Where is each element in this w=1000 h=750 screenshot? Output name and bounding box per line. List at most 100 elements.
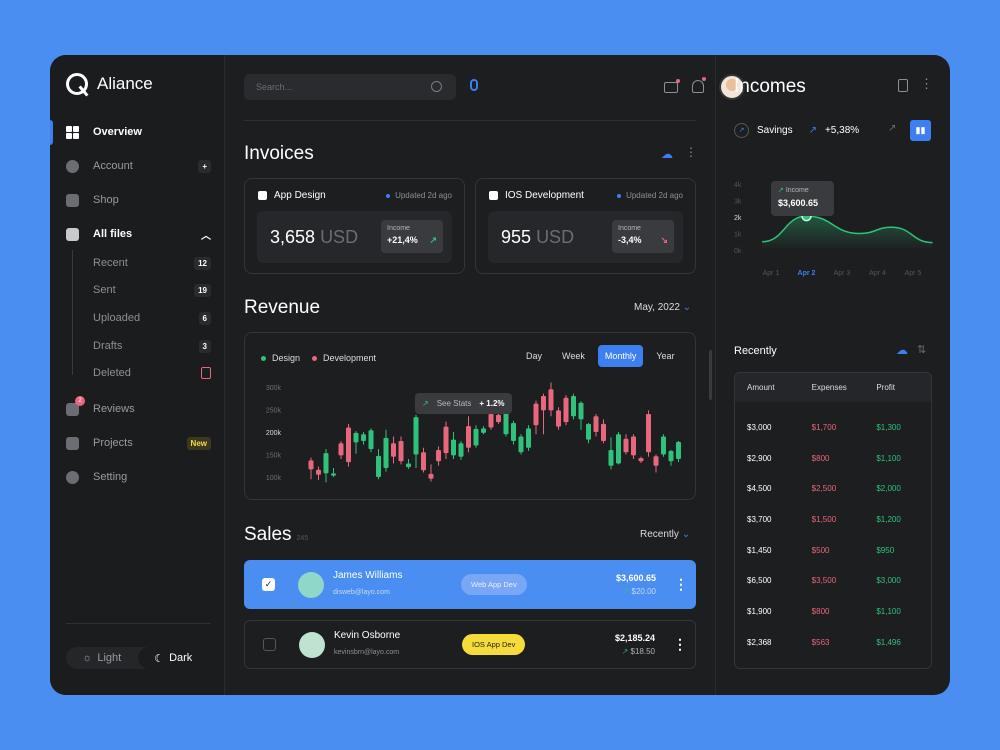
candle-body [473, 428, 479, 446]
cloud-upload-icon[interactable]: ☁ [896, 343, 908, 357]
sidebar-item-account[interactable]: Account + [66, 156, 211, 176]
x-tick-label: Apr 4 [869, 270, 886, 277]
income-area-chart: 4k 3k 2k 1k 0k Apr 1 Apr 2 Apr 3 Apr 4 Apr 5 [734, 182, 933, 277]
candle-body [638, 458, 644, 462]
bookmark-icon[interactable] [898, 79, 908, 92]
table-cell: $800 [811, 606, 830, 616]
candle-body [578, 402, 584, 420]
column-header[interactable]: Expenses [811, 383, 847, 392]
candle-body [646, 414, 651, 453]
sales-row[interactable]: Kevin Osborne kevinsbrn@layo.com IOS App … [244, 620, 696, 669]
table-row: $1,450 $500 $950 [735, 535, 931, 566]
more-icon[interactable]: ⋮ [674, 576, 688, 592]
column-header[interactable]: Profit [876, 383, 896, 392]
more-icon[interactable]: ⋮ [685, 145, 697, 159]
sidebar-item-projects[interactable]: Projects New [66, 433, 211, 453]
folder-icon [66, 227, 79, 241]
theme-toggle[interactable]: ☼ Light ☾ Dark [66, 647, 209, 669]
dark-mode-button[interactable]: ☾ Dark [137, 647, 209, 669]
user-avatar[interactable] [719, 74, 745, 100]
invoice-title: IOS Development [505, 190, 584, 201]
sort-select[interactable]: Recently ⌄ [640, 529, 690, 540]
revenue-title: Revenue [244, 297, 321, 318]
invoice-amount: 3,658 USD [270, 227, 358, 248]
logo-icon [66, 73, 88, 95]
tab-day[interactable]: Day [526, 351, 543, 361]
value: -3,4% [618, 235, 642, 245]
divider [66, 623, 211, 624]
sidebar-item-shop[interactable]: Shop [66, 190, 211, 210]
column-header[interactable]: Amount [747, 383, 775, 392]
chevron-up-icon[interactable]: ︿ [201, 230, 211, 242]
row-checkbox[interactable]: ✓ [262, 578, 275, 591]
candle-body [361, 434, 366, 441]
row-checkbox[interactable] [263, 638, 276, 651]
label: Projects [93, 437, 133, 449]
sidebar-item-all-files[interactable]: All files ︿ [66, 224, 211, 244]
sidebar-item-deleted[interactable]: Deleted [93, 364, 211, 382]
table-cell: $1,450 [747, 545, 772, 555]
candle-body [571, 396, 576, 417]
mail-icon[interactable] [664, 79, 680, 93]
trend-down-icon: ↘ [660, 235, 668, 245]
sidebar-item-drafts[interactable]: Drafts 3 [93, 337, 211, 355]
label: Sent [93, 284, 116, 296]
candle-body [346, 427, 351, 463]
incomes-panel: Incomes ⋮ ↗ Savings ↗ +5,38% ↗ ▮▮ 4k 3k 2k… [715, 55, 950, 695]
scrollbar[interactable] [709, 350, 712, 400]
more-icon[interactable]: ⋮ [673, 636, 687, 652]
trend-up-icon: ↗ [622, 587, 630, 596]
savings-row: ↗ Savings ↗ +5,38% [734, 123, 859, 138]
more-icon[interactable]: ⋮ [920, 76, 933, 91]
invoice-card[interactable]: App Design Updated 2d ago 3,658 USD Inco… [244, 178, 465, 274]
sales-row[interactable]: ✓ James Williams disweb@layo.com Web App … [244, 560, 696, 609]
sidebar-item-recent[interactable]: Recent 12 [93, 254, 211, 272]
sidebar-item-reviews[interactable]: 2 Reviews [66, 395, 211, 419]
sidebar-item-setting[interactable]: Setting [66, 467, 211, 487]
sidebar-item-sent[interactable]: Sent 19 [93, 281, 211, 299]
design-icon [258, 191, 267, 200]
updated-status: Updated 2d ago [386, 191, 452, 200]
light-mode-button[interactable]: ☼ Light [66, 647, 138, 669]
bell-icon[interactable] [692, 77, 706, 93]
tooltip-value: $3,600.65 [778, 198, 819, 208]
x-tick-label: Apr 3 [834, 270, 851, 277]
area-fill [762, 216, 933, 250]
user-add-icon [66, 159, 79, 173]
search-input[interactable]: Search... [244, 74, 456, 100]
legend-label: Design [272, 353, 301, 363]
tab-week[interactable]: Week [562, 351, 585, 361]
table-row: $2,368 $563 $1,496 [735, 627, 931, 658]
invoice-card[interactable]: IOS Development Updated 2d ago 955 USD I… [475, 178, 696, 274]
trash-file-icon [201, 367, 211, 379]
count-badge: 12 [194, 256, 211, 270]
bar-chart-toggle-icon[interactable]: ▮▮ [910, 120, 931, 141]
customer-email: disweb@layo.com [333, 589, 390, 596]
sidebar-item-uploaded[interactable]: Uploaded 6 [93, 309, 211, 327]
document-icon: 2 [66, 395, 85, 416]
customer-name: James Williams [333, 570, 403, 581]
add-account-badge[interactable]: + [198, 159, 211, 173]
table-cell: $800 [811, 453, 830, 463]
sort-icon[interactable]: ⇅ [917, 344, 927, 356]
label: Recent [93, 257, 128, 269]
label: Deleted [93, 367, 131, 379]
sidebar-item-overview[interactable]: Overview [66, 122, 211, 142]
tab-year[interactable]: Year [656, 351, 675, 361]
table-cell: $1,200 [876, 514, 901, 524]
period-select[interactable]: May, 2022 ⌄ [634, 302, 691, 313]
logo[interactable]: Aliance [66, 73, 153, 95]
app-window: Aliance Overview Account + Shop All files… [50, 55, 950, 695]
line-chart-toggle-icon[interactable]: ↗ [888, 123, 897, 134]
search-icon[interactable] [431, 81, 442, 92]
candle-body [533, 403, 539, 426]
cloud-upload-icon[interactable]: ☁ [661, 147, 673, 161]
trend-up-icon: ↗ [422, 399, 429, 408]
candle-body [353, 432, 359, 443]
microphone-icon[interactable] [470, 79, 478, 91]
tab-monthly[interactable]: Monthly [597, 345, 644, 367]
x-tick-label: Apr 2 [798, 270, 816, 277]
amount: $2,185.24 ↗ $18.50 [615, 633, 655, 656]
table-cell: $1,700 [811, 422, 837, 432]
tooltip-label[interactable]: See Stats [436, 399, 472, 408]
